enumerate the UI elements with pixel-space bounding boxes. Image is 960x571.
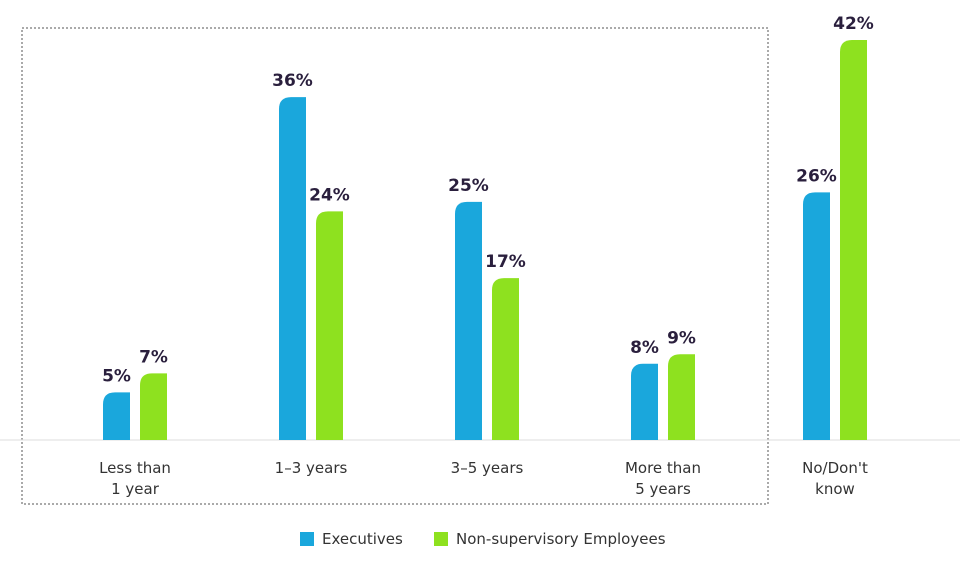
bar-employees-0: [140, 373, 167, 440]
bar-executives-0: [103, 392, 130, 440]
category-label-2-line-0: 3–5 years: [451, 459, 524, 477]
category-label-3-line-1: 5 years: [635, 480, 691, 498]
category-label-0-line-1: 1 year: [111, 480, 160, 498]
bar-employees-4: [840, 40, 867, 440]
bar-employees-2: [492, 278, 519, 440]
legend-label-employees: Non-supervisory Employees: [456, 530, 666, 548]
category-label-0-line-0: Less than: [99, 459, 171, 477]
value-label-employees-1: 24%: [309, 185, 350, 205]
bar-employees-3: [668, 354, 695, 440]
legend: Executives Non-supervisory Employees: [300, 530, 666, 548]
value-label-executives-1: 36%: [272, 71, 313, 91]
bar-executives-4: [803, 192, 830, 440]
bar-executives-2: [455, 201, 482, 440]
legend-label-executives: Executives: [322, 530, 403, 548]
value-label-executives-3: 8%: [630, 338, 659, 358]
category-label-4-line-0: No/Don't: [802, 459, 868, 477]
value-label-executives-4: 26%: [796, 166, 837, 186]
value-label-employees-4: 42%: [833, 14, 874, 34]
value-label-executives-0: 5%: [102, 366, 131, 386]
category-labels: Less than 1 year 1–3 years 3–5 years More th…: [99, 459, 868, 498]
bar-executives-3: [631, 363, 658, 440]
bars: [103, 40, 867, 441]
legend-swatch-employees: [434, 532, 448, 546]
legend-swatch-executives: [300, 532, 314, 546]
category-label-3-line-0: More than: [625, 459, 701, 477]
group-dashed-box: [21, 27, 769, 505]
value-label-executives-2: 25%: [448, 176, 489, 196]
value-label-employees-2: 17%: [485, 252, 526, 272]
value-label-employees-3: 9%: [667, 328, 696, 348]
bar-executives-1: [279, 97, 306, 441]
category-label-4-line-1: know: [815, 480, 855, 498]
category-label-1-line-0: 1–3 years: [275, 459, 348, 477]
bar-employees-1: [316, 211, 343, 440]
value-label-employees-0: 7%: [139, 347, 168, 367]
value-labels: 5% 36% 25% 8% 26% 7% 24% 17% 9% 42%: [102, 14, 874, 386]
